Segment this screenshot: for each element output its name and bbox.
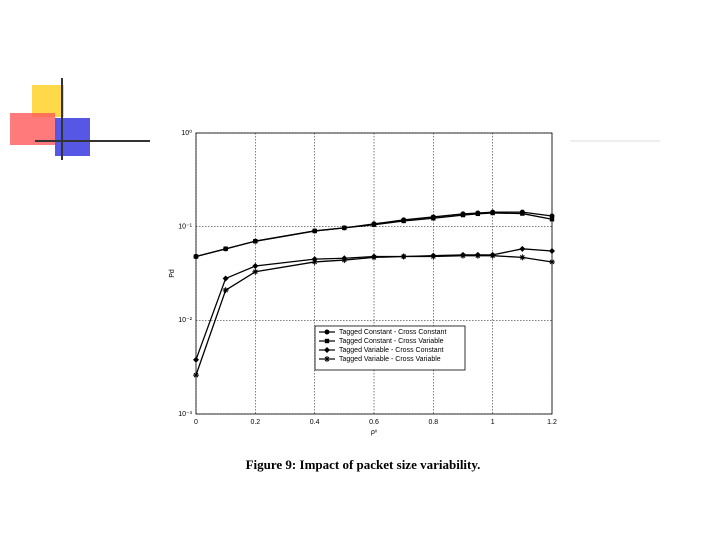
x-axis-label: ρᵛ <box>371 429 378 436</box>
marker <box>520 211 525 216</box>
marker <box>312 228 317 234</box>
marker <box>401 218 406 224</box>
marker <box>490 210 495 216</box>
marker <box>460 252 466 259</box>
marker <box>475 211 481 217</box>
deco-square <box>10 113 55 145</box>
marker <box>549 217 555 222</box>
y-tick-label: 10⁰ <box>181 129 192 137</box>
marker <box>253 238 258 244</box>
plot: 10⁻³ 10⁻² 10⁻¹ 10⁰ 0 0.2 0.4 0.6 0.8 1 1.2 ρᵛ Pd Tagg… <box>169 129 557 436</box>
y-axis-label: Pd <box>169 269 176 278</box>
marker <box>519 254 526 261</box>
marker <box>431 216 436 221</box>
legend-box <box>314 325 466 371</box>
legend-label: Tagged Constant - Cross Variable <box>339 338 444 345</box>
legend-label: Tagged Constant - Cross Constant <box>339 329 446 336</box>
legend-label: Tagged Variable - Cross Variable <box>339 356 441 363</box>
marker <box>252 268 259 275</box>
marker <box>371 222 377 227</box>
marker <box>489 252 496 259</box>
marker <box>371 254 377 261</box>
x-tick-label: 0.6 <box>369 419 379 426</box>
legend-label: Tagged Variable - Cross Constant <box>339 347 444 354</box>
x-tick-label: 0 <box>194 419 198 426</box>
deco-square <box>32 85 64 117</box>
marker <box>222 287 229 294</box>
marker <box>400 253 407 260</box>
marker <box>342 225 347 231</box>
caption: Figure 9: Impact of packet size variabil… <box>246 457 481 472</box>
marker <box>311 258 318 265</box>
legend-marker <box>324 338 330 344</box>
marker <box>430 253 437 260</box>
legend-marker <box>324 329 330 335</box>
x-tick-label: 0.2 <box>250 419 260 426</box>
x-tick-label: 1.2 <box>547 419 557 426</box>
marker <box>341 257 348 264</box>
marker <box>223 246 228 252</box>
marker <box>193 356 199 363</box>
y-tick-label: 10⁻¹ <box>178 224 192 231</box>
marker <box>549 247 555 254</box>
y-tick-label: 10⁻² <box>178 317 192 324</box>
legend-marker <box>324 356 330 362</box>
marker <box>252 263 259 270</box>
deco-square <box>55 118 90 156</box>
marker <box>222 275 229 282</box>
marker <box>549 258 555 265</box>
legend-marker <box>324 347 330 353</box>
legend: Tagged Constant - Cross Constant Tagged C… <box>314 325 466 371</box>
marker <box>474 252 481 259</box>
marker <box>193 372 199 379</box>
x-tick-label: 0.4 <box>310 419 320 426</box>
x-tick-label: 1 <box>491 419 495 426</box>
y-tick-label: 10⁻³ <box>178 411 192 418</box>
x-tick-label: 0.8 <box>428 419 438 426</box>
marker <box>460 212 466 218</box>
marker <box>193 254 199 259</box>
marker <box>519 245 526 252</box>
